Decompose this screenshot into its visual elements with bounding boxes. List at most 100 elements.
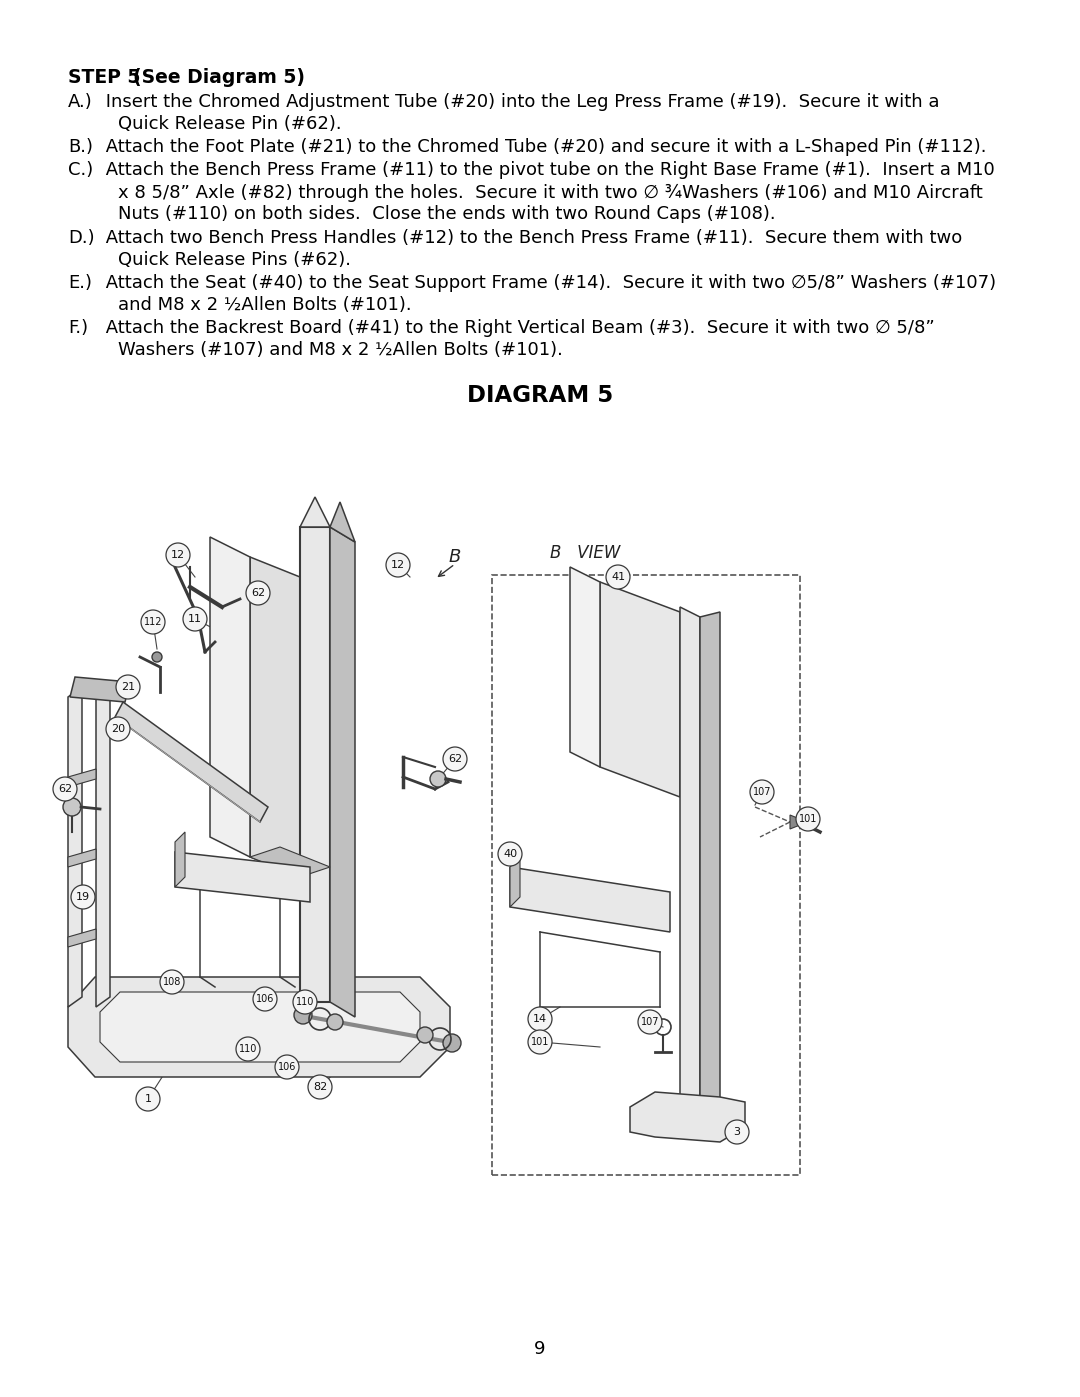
Text: Insert the Chromed Adjustment Tube (#20) into the Leg Press Frame (#19).  Secure: Insert the Chromed Adjustment Tube (#20)… [100,94,940,112]
Polygon shape [700,612,720,1127]
Polygon shape [68,687,82,1007]
Text: B: B [449,548,461,566]
Circle shape [293,990,318,1014]
Circle shape [430,771,446,787]
Text: 9: 9 [535,1340,545,1358]
Circle shape [141,610,165,634]
Circle shape [417,1027,433,1044]
Circle shape [386,553,410,577]
Text: 12: 12 [171,550,185,560]
Polygon shape [210,536,249,856]
Polygon shape [68,849,96,868]
Text: 82: 82 [313,1083,327,1092]
Circle shape [275,1055,299,1078]
Circle shape [53,777,77,800]
Polygon shape [100,992,420,1062]
Circle shape [136,1087,160,1111]
Polygon shape [789,814,800,828]
Text: B   VIEW: B VIEW [550,543,620,562]
Text: 19: 19 [76,893,90,902]
Text: 62: 62 [58,784,72,793]
Polygon shape [600,583,680,798]
Polygon shape [330,502,355,542]
Circle shape [638,1010,662,1034]
Text: Attach the Seat (#40) to the Seat Support Frame (#14).  Secure it with two ∅5/8”: Attach the Seat (#40) to the Seat Suppor… [100,274,996,292]
Text: x 8 5/8” Axle (#82) through the holes.  Secure it with two ∅ ¾Washers (#106) and: x 8 5/8” Axle (#82) through the holes. S… [118,183,983,201]
Circle shape [237,1037,260,1060]
Circle shape [443,1034,461,1052]
Text: 11: 11 [188,615,202,624]
Circle shape [253,988,276,1011]
Text: 1: 1 [145,1094,151,1104]
Circle shape [63,798,81,816]
Text: Attach the Bench Press Frame (#11) to the pivot tube on the Right Base Frame (#1: Attach the Bench Press Frame (#11) to th… [100,162,995,179]
Circle shape [796,807,820,831]
Text: Washers (#107) and M8 x 2 ½Allen Bolts (#101).: Washers (#107) and M8 x 2 ½Allen Bolts (… [118,341,563,359]
Circle shape [152,652,162,662]
Text: 101: 101 [799,814,818,824]
Text: F.): F.) [68,319,89,337]
Text: 112: 112 [144,617,162,627]
Text: 14: 14 [532,1014,548,1024]
Circle shape [116,675,140,698]
Text: DIAGRAM 5: DIAGRAM 5 [467,384,613,407]
Circle shape [308,1076,332,1099]
Text: Quick Release Pins (#62).: Quick Release Pins (#62). [118,250,351,268]
Text: 110: 110 [296,997,314,1007]
Polygon shape [114,703,268,821]
Circle shape [166,543,190,567]
Text: Nuts (#110) on both sides.  Close the ends with two Round Caps (#108).: Nuts (#110) on both sides. Close the end… [118,205,775,224]
Polygon shape [70,678,130,703]
Text: 21: 21 [121,682,135,692]
Text: and M8 x 2 ½Allen Bolts (#101).: and M8 x 2 ½Allen Bolts (#101). [118,296,411,314]
Text: Attach the Foot Plate (#21) to the Chromed Tube (#20) and secure it with a L-Sha: Attach the Foot Plate (#21) to the Chrom… [100,138,986,156]
Polygon shape [570,567,600,767]
Circle shape [246,581,270,605]
Polygon shape [300,497,330,527]
Text: 62: 62 [448,754,462,764]
Text: Attach the Backrest Board (#41) to the Right Vertical Beam (#3).  Secure it with: Attach the Backrest Board (#41) to the R… [100,319,935,337]
Polygon shape [630,1092,745,1141]
Text: 20: 20 [111,724,125,733]
Circle shape [160,970,184,995]
Bar [492,576,800,1175]
Text: 12: 12 [391,560,405,570]
Polygon shape [96,687,110,1007]
Text: Quick Release Pin (#62).: Quick Release Pin (#62). [118,116,341,133]
Text: C.): C.) [68,162,93,179]
Text: STEP 5: STEP 5 [68,68,140,87]
Polygon shape [249,557,300,877]
Polygon shape [68,768,96,787]
Text: 106: 106 [256,995,274,1004]
Circle shape [725,1120,750,1144]
Polygon shape [249,847,330,877]
Polygon shape [300,527,330,1002]
Circle shape [528,1007,552,1031]
Text: 101: 101 [530,1037,550,1046]
Text: (See Diagram 5): (See Diagram 5) [120,68,305,87]
Text: B.): B.) [68,138,93,156]
Text: 62: 62 [251,588,265,598]
Circle shape [71,886,95,909]
Polygon shape [175,852,310,902]
Polygon shape [175,833,185,887]
Circle shape [106,717,130,740]
Circle shape [294,1006,312,1024]
Polygon shape [510,868,670,932]
Text: E.): E.) [68,274,92,292]
Circle shape [327,1014,343,1030]
Circle shape [750,780,774,805]
Circle shape [183,608,207,631]
Polygon shape [680,608,700,1127]
Polygon shape [330,527,355,1017]
Text: D.): D.) [68,229,95,247]
Text: 107: 107 [753,787,771,798]
Polygon shape [510,856,519,907]
Text: 106: 106 [278,1062,296,1071]
Text: 108: 108 [163,977,181,988]
Circle shape [606,564,630,590]
Circle shape [498,842,522,866]
Text: 107: 107 [640,1017,659,1027]
Circle shape [528,1030,552,1053]
Polygon shape [68,977,450,1077]
